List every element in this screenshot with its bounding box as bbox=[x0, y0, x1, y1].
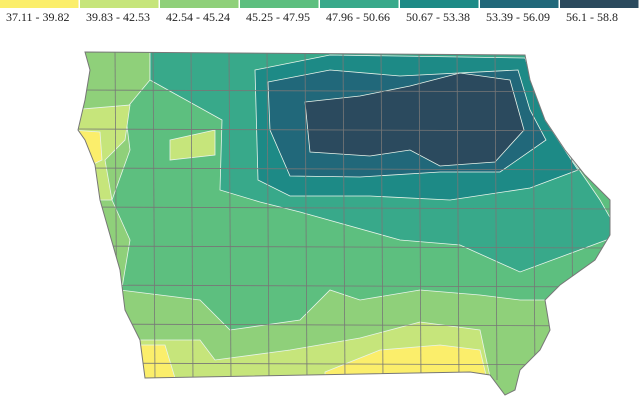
state-outline bbox=[77, 51, 611, 396]
legend: 37.11 - 39.82 39.83 - 42.53 42.54 - 45.24 4… bbox=[0, 0, 639, 24]
legend-swatch bbox=[80, 0, 159, 8]
county-line bbox=[152, 52, 156, 381]
legend-label: 45.25 - 47.95 bbox=[246, 10, 310, 24]
legend-label: 50.67 - 53.38 bbox=[406, 10, 470, 24]
county-line bbox=[532, 52, 536, 381]
choropleth bbox=[78, 52, 610, 395]
legend-swatch bbox=[160, 0, 239, 8]
legend-swatch bbox=[0, 0, 79, 8]
county-line bbox=[228, 52, 232, 381]
legend-label: 37.11 - 39.82 bbox=[6, 10, 70, 24]
legend-label: 56.1 - 58.8 bbox=[566, 10, 618, 24]
county-line bbox=[78, 206, 610, 210]
county-line bbox=[78, 323, 610, 327]
legend-label: 39.83 - 42.53 bbox=[86, 10, 150, 24]
county-line bbox=[456, 52, 460, 381]
legend-swatch bbox=[320, 0, 399, 8]
county-line bbox=[78, 128, 610, 132]
legend-swatch bbox=[560, 0, 639, 8]
county-line bbox=[78, 89, 610, 93]
region bbox=[169, 129, 216, 161]
county-line bbox=[190, 52, 194, 381]
legend-label: 53.39 - 56.09 bbox=[486, 10, 550, 24]
county-line bbox=[78, 284, 610, 288]
county-grid bbox=[78, 52, 610, 381]
county-line bbox=[78, 245, 610, 249]
legend-swatch bbox=[400, 0, 479, 8]
region bbox=[304, 72, 525, 167]
legend-label: 47.96 - 50.66 bbox=[326, 10, 390, 24]
county-line bbox=[494, 52, 498, 381]
legend-label: 42.54 - 45.24 bbox=[166, 10, 230, 24]
legend-swatch bbox=[240, 0, 319, 8]
legend-swatch bbox=[480, 0, 559, 8]
county-line bbox=[78, 167, 610, 171]
